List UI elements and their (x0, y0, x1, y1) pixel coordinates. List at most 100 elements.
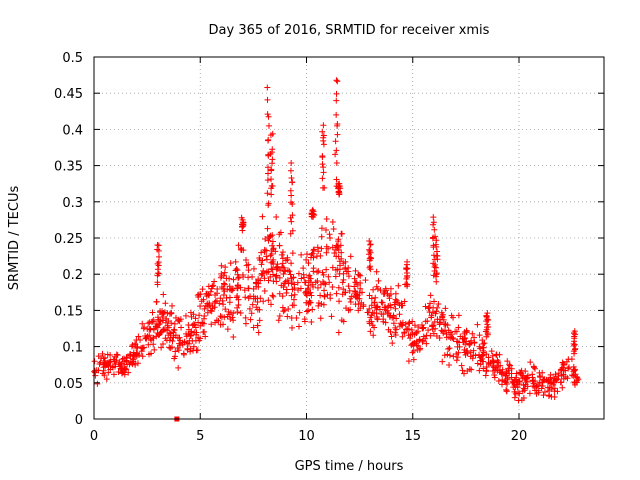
data-point (289, 179, 296, 186)
data-point (511, 388, 518, 395)
data-point (548, 386, 555, 393)
data-point (502, 372, 509, 379)
data-point (485, 361, 492, 368)
data-point (238, 245, 245, 252)
data-point (338, 230, 345, 237)
data-point (213, 317, 220, 324)
data-point (318, 245, 325, 252)
data-point (503, 388, 510, 395)
data-point (220, 301, 227, 308)
data-point (259, 257, 266, 264)
data-point (442, 305, 449, 312)
x-tick-label: 10 (298, 429, 315, 444)
data-point (248, 310, 255, 317)
data-point (111, 358, 118, 365)
data-point (318, 301, 325, 308)
data-point (455, 324, 462, 331)
data-point (373, 283, 380, 290)
data-point (237, 309, 244, 316)
data-point (480, 358, 487, 365)
data-point (393, 297, 400, 304)
data-point (339, 279, 346, 286)
data-point (269, 242, 276, 249)
data-point (387, 285, 394, 292)
data-point (145, 341, 152, 348)
data-point (295, 323, 302, 330)
data-point (408, 327, 415, 334)
data-point (235, 282, 242, 289)
data-point (484, 310, 491, 317)
data-point (255, 329, 262, 336)
data-point (445, 327, 452, 334)
data-point (523, 376, 530, 383)
data-point (462, 341, 469, 348)
data-point (268, 191, 275, 198)
data-point (319, 278, 326, 285)
data-point (249, 273, 256, 280)
data-point (433, 278, 440, 285)
data-point (235, 296, 242, 303)
data-point (410, 356, 417, 363)
data-point (134, 360, 141, 367)
data-point (334, 120, 341, 127)
data-point (453, 357, 460, 364)
data-point (250, 324, 257, 331)
data-point (446, 361, 453, 368)
data-point (302, 289, 309, 296)
data-point (351, 275, 358, 282)
data-point (166, 344, 173, 351)
data-point (407, 331, 414, 338)
data-point (454, 338, 461, 345)
data-point (159, 317, 166, 324)
data-point (207, 307, 214, 314)
data-point (520, 385, 527, 392)
y-tick-label: 0 (75, 413, 83, 428)
data-point (199, 286, 206, 293)
data-point (329, 264, 336, 271)
data-point (385, 326, 392, 333)
data-point (464, 350, 471, 357)
data-point (288, 218, 295, 225)
data-point (332, 273, 339, 280)
data-point (159, 341, 166, 348)
data-point (476, 332, 483, 339)
data-point (499, 366, 506, 373)
data-point (301, 318, 308, 325)
data-point (264, 225, 271, 232)
data-point (345, 283, 352, 290)
data-point (411, 322, 418, 329)
data-point (515, 390, 522, 397)
data-point (119, 367, 126, 373)
data-point (154, 324, 161, 331)
data-point (154, 266, 161, 273)
data-point (246, 305, 253, 312)
data-point (462, 335, 469, 342)
data-point (419, 338, 426, 345)
data-point (165, 332, 172, 339)
data-point (504, 358, 511, 365)
data-point (269, 146, 276, 153)
data-point (483, 364, 490, 371)
data-point (170, 334, 177, 341)
data-point (264, 190, 271, 197)
data-point (334, 131, 341, 138)
data-point (431, 298, 438, 305)
data-point (99, 350, 106, 357)
data-point (320, 301, 327, 308)
data-point (545, 378, 552, 385)
data-point (368, 318, 375, 325)
data-point (467, 349, 474, 356)
data-point (317, 252, 324, 259)
data-point (242, 320, 249, 327)
data-point (511, 376, 518, 383)
data-point (270, 293, 277, 300)
data-point (383, 287, 390, 294)
data-point (392, 305, 399, 312)
data-point (242, 294, 249, 301)
data-point (335, 329, 342, 336)
data-point (310, 254, 317, 261)
data-point (366, 247, 373, 254)
data-point (420, 333, 427, 340)
data-point (535, 387, 542, 394)
data-point (281, 268, 288, 275)
